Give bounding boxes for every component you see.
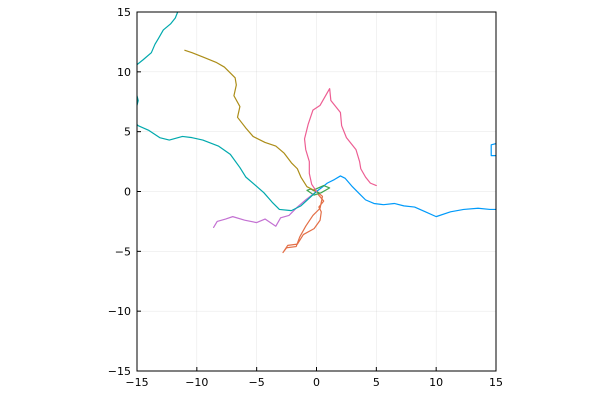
series-line-4: [306, 184, 331, 196]
series-line-2: [490, 143, 496, 157]
y-tick-label: −15: [108, 365, 131, 378]
series-line-7: [137, 123, 318, 212]
series-line-3: [282, 190, 325, 254]
x-axis-tick-labels: −15 −10 −5 0 5 10 15: [125, 376, 503, 389]
y-axis-tick-labels: −15 −10 −5 0 5 10 15: [108, 6, 131, 378]
series-line-10: [303, 87, 377, 193]
x-tick-label: 10: [429, 376, 443, 389]
series-line-1: [315, 175, 496, 218]
x-tick-label: −15: [125, 376, 148, 389]
y-tick-label: 5: [124, 126, 131, 139]
x-tick-label: −5: [249, 376, 265, 389]
x-tick-label: 5: [373, 376, 380, 389]
y-tick-label: −10: [108, 305, 131, 318]
y-tick-label: 0: [124, 186, 131, 199]
y-tick-label: −5: [115, 245, 131, 258]
x-tick-label: 15: [489, 376, 503, 389]
x-tick-label: −10: [185, 376, 208, 389]
series-line-5: [212, 190, 318, 228]
y-tick-label: 15: [117, 6, 131, 19]
x-tick-label: 0: [313, 376, 320, 389]
series-line-6: [184, 49, 318, 193]
y-tick-label: 10: [117, 66, 131, 79]
axis-ticks: [136, 11, 497, 372]
series-line-8: [137, 12, 179, 66]
